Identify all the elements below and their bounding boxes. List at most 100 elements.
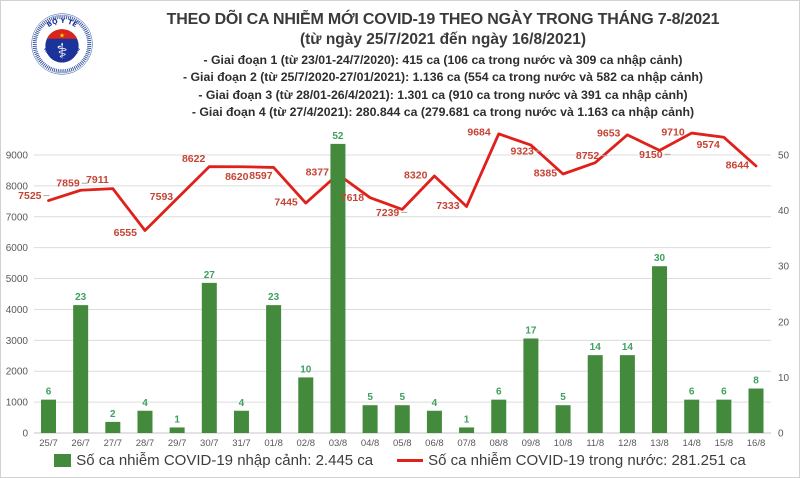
bar xyxy=(748,388,764,433)
phase-summary-line: - Giai đoạn 3 (từ 28/01-26/4/2021): 1.30… xyxy=(198,87,688,102)
svg-text:9574: 9574 xyxy=(697,139,721,151)
svg-text:8320: 8320 xyxy=(404,170,428,182)
bar xyxy=(362,405,378,433)
bar-series xyxy=(41,143,764,433)
svg-text:14: 14 xyxy=(590,342,602,353)
svg-text:7000: 7000 xyxy=(6,212,29,223)
svg-text:2000: 2000 xyxy=(6,367,29,378)
svg-text:27/7: 27/7 xyxy=(104,438,123,449)
svg-text:09/8: 09/8 xyxy=(522,438,541,449)
svg-text:23: 23 xyxy=(268,292,280,303)
svg-text:28/7: 28/7 xyxy=(136,438,155,449)
svg-text:02/8: 02/8 xyxy=(297,438,316,449)
page-title: THEO DÕI CA NHIỄM MỚI COVID-19 THEO NGÀY… xyxy=(166,11,720,28)
bar xyxy=(619,355,635,433)
svg-text:2: 2 xyxy=(110,409,116,420)
svg-text:10: 10 xyxy=(778,373,790,384)
svg-text:14/8: 14/8 xyxy=(682,438,701,449)
svg-text:04/8: 04/8 xyxy=(361,438,380,449)
bar xyxy=(523,338,539,433)
line-value-labels: 7525 7859 7911 6555 7593 8622 8620 8597 7445 8377… xyxy=(18,126,749,239)
bar xyxy=(266,305,282,433)
svg-text:25/7: 25/7 xyxy=(39,438,58,449)
svg-text:8000: 8000 xyxy=(6,181,29,192)
svg-text:50: 50 xyxy=(778,151,790,162)
bar xyxy=(201,282,217,433)
svg-text:17: 17 xyxy=(525,325,537,336)
svg-text:7333: 7333 xyxy=(436,200,460,212)
right-axis-labels: 0 10 20 30 40 50 xyxy=(778,151,790,440)
svg-text:6000: 6000 xyxy=(6,243,29,254)
svg-text:8377: 8377 xyxy=(306,167,330,179)
bar xyxy=(41,399,56,433)
svg-text:0: 0 xyxy=(778,429,784,440)
bar-swatch-icon xyxy=(54,454,72,467)
bar xyxy=(426,410,442,433)
svg-text:01/8: 01/8 xyxy=(264,438,283,449)
svg-text:6: 6 xyxy=(721,387,727,398)
svg-text:4000: 4000 xyxy=(6,305,29,316)
svg-text:9710: 9710 xyxy=(661,127,685,139)
svg-text:23: 23 xyxy=(75,292,87,303)
chart-legend: Số ca nhiễm COVID-19 nhập cảnh: 2.445 ca… xyxy=(1,452,799,469)
legend-item: Số ca nhiễm COVID-19 trong nước: 281.251… xyxy=(397,452,746,469)
svg-text:6: 6 xyxy=(46,387,52,398)
svg-text:06/8: 06/8 xyxy=(425,438,444,449)
svg-text:8385: 8385 xyxy=(534,167,558,179)
svg-text:7239: 7239 xyxy=(376,207,400,219)
bar xyxy=(330,143,346,433)
legend-label: Số ca nhiễm COVID-19 nhập cảnh: 2.445 ca xyxy=(76,452,374,469)
bar xyxy=(459,427,475,433)
x-axis-labels: 25/7 26/7 27/7 28/7 29/7 30/7 31/7 01/8 02/8 03/8… xyxy=(39,438,765,449)
svg-text:5: 5 xyxy=(560,392,566,403)
line-swatch-icon xyxy=(397,458,424,463)
header: THEO DÕI CA NHIỄM MỚI COVID-19 THEO NGÀY… xyxy=(87,11,799,122)
rod-of-asclepius-icon: ⚕ xyxy=(56,38,67,63)
logo-hatched-ring-icon xyxy=(32,14,92,74)
svg-text:05/8: 05/8 xyxy=(393,438,412,449)
svg-text:8597: 8597 xyxy=(249,170,273,182)
svg-text:8: 8 xyxy=(753,376,759,387)
bar xyxy=(105,421,121,433)
svg-text:30: 30 xyxy=(778,262,790,273)
svg-text:16/8: 16/8 xyxy=(747,438,766,449)
svg-text:8620: 8620 xyxy=(225,171,249,183)
svg-text:9150: 9150 xyxy=(639,149,663,161)
svg-text:9653: 9653 xyxy=(597,127,621,139)
logo-top-text: BỘ Y TẾ xyxy=(46,16,80,29)
svg-text:7525: 7525 xyxy=(18,190,42,202)
bar xyxy=(137,410,153,433)
svg-text:07/8: 07/8 xyxy=(457,438,476,449)
svg-text:30/7: 30/7 xyxy=(200,438,219,449)
svg-text:10/8: 10/8 xyxy=(554,438,573,449)
svg-text:7445: 7445 xyxy=(274,197,298,209)
logo-flag-red xyxy=(45,29,79,39)
svg-text:10: 10 xyxy=(300,364,312,375)
svg-text:03/8: 03/8 xyxy=(329,438,348,449)
svg-text:1: 1 xyxy=(464,414,470,425)
bar xyxy=(394,405,410,433)
star-icon: ★ xyxy=(59,31,65,39)
svg-text:5000: 5000 xyxy=(6,274,29,285)
svg-text:5: 5 xyxy=(367,392,373,403)
svg-text:6555: 6555 xyxy=(114,227,138,239)
svg-text:14: 14 xyxy=(622,342,634,353)
svg-text:08/8: 08/8 xyxy=(489,438,508,449)
phase-summary-line: - Giai đoạn 2 (từ 25/7/2020-27/01/2021):… xyxy=(182,70,704,85)
legend-item: Số ca nhiễm COVID-19 nhập cảnh: 2.445 ca xyxy=(54,452,373,469)
svg-text:15/8: 15/8 xyxy=(715,438,734,449)
svg-text:8752: 8752 xyxy=(576,150,600,162)
bar xyxy=(233,410,249,433)
bar-value-labels: 6 23 2 4 1 27 4 23 10 52 5 5 4 1 6 17 5 14 14 30 6 6 8 xyxy=(46,131,760,426)
svg-text:0: 0 xyxy=(22,429,28,440)
phase-summary: - Giai đoạn 1 (từ 23/01-24/7/2020): 415 … xyxy=(87,52,799,122)
ministry-of-health-logo: BỘ Y TẾ ★ ⚕ MINISTRY OF HEALTH xyxy=(31,13,93,75)
line-series xyxy=(47,131,758,232)
svg-text:7618: 7618 xyxy=(341,192,365,204)
svg-text:4: 4 xyxy=(142,398,148,409)
phase-summary-line: - Giai đoạn 1 (từ 23/01-24/7/2020): 415 … xyxy=(203,53,683,67)
svg-text:40: 40 xyxy=(778,206,790,217)
svg-text:1000: 1000 xyxy=(6,398,29,409)
svg-text:7593: 7593 xyxy=(150,191,174,203)
